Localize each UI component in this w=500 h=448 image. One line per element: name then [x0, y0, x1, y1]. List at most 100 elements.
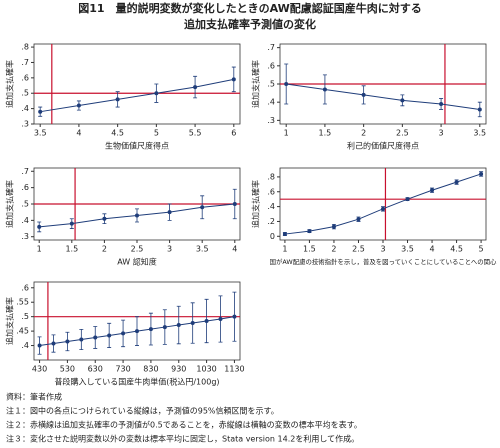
point — [307, 229, 312, 234]
x-tick-label: 2 — [102, 245, 107, 254]
x-tick-label: 430 — [32, 365, 47, 374]
point — [331, 224, 336, 229]
y-tick-label: .5 — [21, 89, 29, 98]
x-tick-label: 4 — [430, 245, 435, 254]
x-tick-label: 530 — [60, 365, 75, 374]
x-tick-label: 6 — [231, 129, 236, 138]
point — [479, 171, 484, 176]
point — [162, 325, 167, 330]
point — [282, 232, 287, 237]
y-tick-label: .8 — [267, 172, 275, 181]
point — [176, 323, 181, 328]
x-tick-label: 830 — [143, 365, 158, 374]
y-tick-label: .7 — [21, 58, 29, 67]
y-tick-label: .55 — [16, 298, 29, 307]
x-tick-label: 2.5 — [396, 129, 409, 138]
point — [102, 216, 107, 221]
point — [115, 97, 120, 102]
point — [204, 319, 209, 323]
point — [405, 197, 410, 202]
y-axis-label: 追加支払確率 — [5, 180, 15, 228]
y-tick-label: .6 — [21, 183, 29, 192]
y-tick-label: .6 — [267, 187, 275, 196]
y-tick-label: .6 — [267, 61, 275, 70]
series-line — [40, 78, 234, 113]
y-tick-label: .4 — [21, 104, 29, 113]
point — [439, 102, 444, 106]
point — [200, 205, 205, 210]
series-line — [286, 83, 480, 110]
y-tick-label: .3 — [21, 232, 29, 241]
point — [69, 221, 74, 226]
x-tick-label: 1.5 — [319, 129, 332, 138]
x-tick-label: 2 — [331, 245, 336, 254]
note: 注２：赤横線は追加支払確率の予測値が0.5であることを，赤縦線は横軸の変数の標本… — [6, 420, 362, 430]
x-axis-label: 普段購入している国産牛肉単価(税込円/100g) — [54, 377, 219, 387]
point — [231, 77, 236, 82]
note: 注３：変化させた説明変数以外の変数は標本平均に固定し，Stata version… — [6, 434, 359, 444]
point — [79, 337, 84, 342]
y-tick-label: .4 — [267, 202, 275, 211]
x-tick-label: 4 — [76, 129, 81, 138]
point — [107, 333, 112, 338]
plot-frame — [279, 167, 487, 241]
x-tick-label: 5 — [154, 129, 159, 138]
point — [232, 202, 237, 206]
point — [381, 206, 385, 211]
point — [361, 92, 366, 97]
y-tick-label: .7 — [21, 167, 29, 176]
y-tick-label: 0 — [270, 232, 275, 241]
y-tick-label: .5 — [21, 200, 29, 209]
y-tick-label: .3 — [267, 116, 275, 125]
y-tick-label: .5 — [267, 80, 275, 89]
x-tick-label: 1 — [282, 245, 287, 254]
point — [430, 188, 435, 193]
point — [51, 341, 56, 346]
point — [93, 335, 98, 340]
point — [218, 316, 223, 321]
x-tick-label: 5 — [479, 245, 484, 254]
x-tick-label: 3.5 — [473, 129, 486, 138]
point — [167, 210, 172, 215]
point — [65, 339, 70, 344]
x-tick-label: 4.5 — [450, 245, 463, 254]
x-tick-label: 3 — [167, 245, 172, 254]
x-tick-label: 3 — [439, 129, 444, 138]
x-tick-label: 4 — [232, 245, 237, 254]
x-axis-label: 生物価値尺度得点 — [105, 141, 169, 151]
x-axis-label: 国がAW配慮の技術指針を示し，普及を図っていくことにしていることへの関心 — [270, 257, 497, 266]
title-line: 図11 量的説明変数が変化したときのAW配慮認証国産牛肉に対する — [78, 1, 421, 15]
y-axis-label: 追加支払確率 — [251, 60, 261, 108]
x-axis-label: AW 認知度 — [117, 257, 157, 267]
x-tick-label: 1130 — [224, 365, 244, 374]
point — [356, 217, 361, 222]
point — [135, 213, 139, 218]
x-tick-label: 1.5 — [303, 245, 316, 254]
x-tick-label: 1 — [37, 245, 42, 254]
y-tick-label: .7 — [267, 43, 275, 52]
x-tick-label: 1.5 — [65, 245, 78, 254]
x-tick-label: 2.5 — [352, 245, 365, 254]
x-tick-label: 930 — [171, 365, 186, 374]
point — [400, 98, 405, 103]
y-tick-label: .5 — [21, 312, 29, 321]
x-tick-label: 3 — [380, 245, 385, 254]
x-tick-label: 3.5 — [196, 245, 209, 254]
y-axis-label: 追加支払確率 — [5, 297, 15, 345]
y-tick-label: .45 — [16, 327, 29, 336]
point — [454, 180, 459, 185]
x-tick-label: 1030 — [196, 365, 216, 374]
y-tick-label: .4 — [21, 216, 29, 225]
x-tick-label: 3.5 — [34, 129, 47, 138]
x-tick-label: 3.5 — [401, 245, 414, 254]
y-tick-label: .4 — [21, 341, 29, 350]
y-tick-label: .2 — [267, 217, 275, 226]
note: 資料：筆者作成 — [6, 392, 62, 402]
point — [322, 87, 327, 92]
x-axis-label: 利己的価値尺度得点 — [347, 141, 419, 151]
x-tick-label: 5.5 — [189, 129, 202, 138]
plot-frame — [33, 43, 241, 125]
x-tick-label: 730 — [115, 365, 130, 374]
point — [148, 327, 153, 332]
